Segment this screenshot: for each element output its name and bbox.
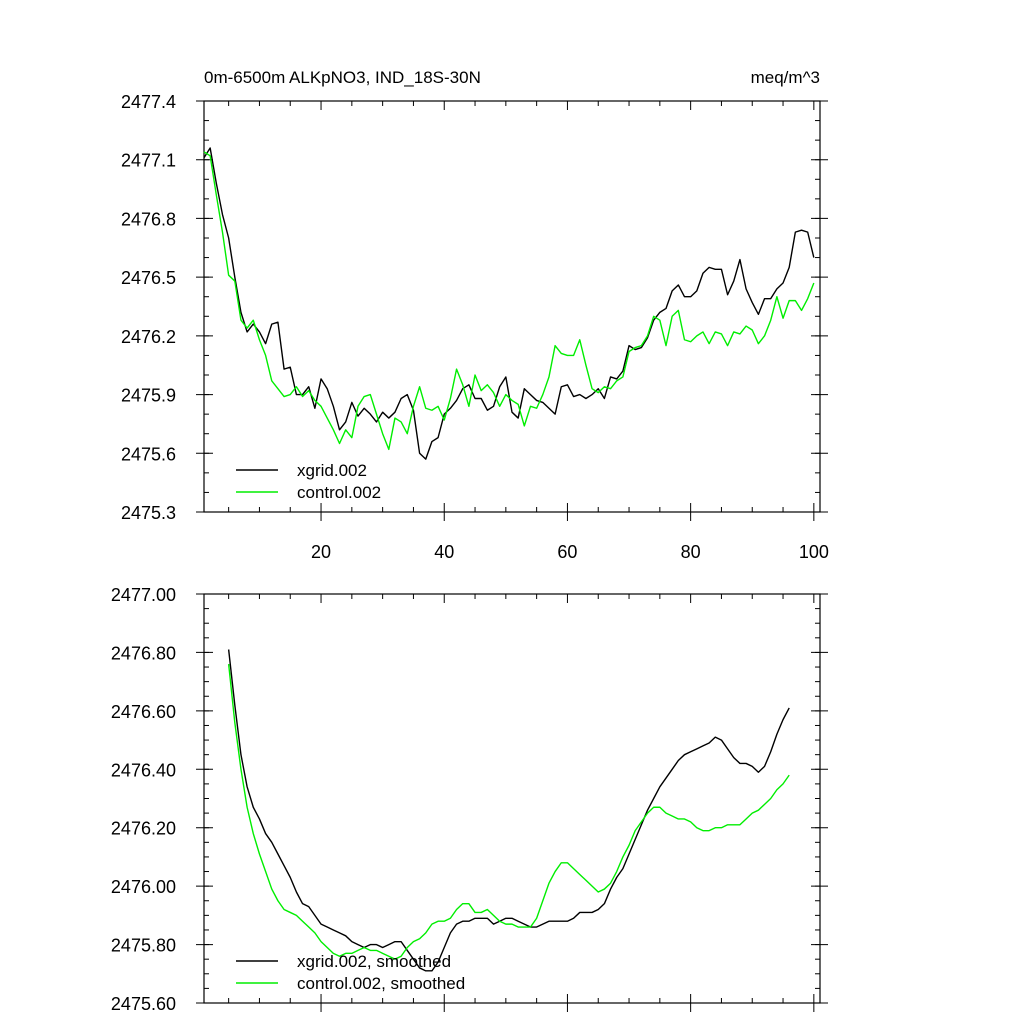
y-tick-label: 2475.9: [121, 386, 176, 406]
x-tick-label: 80: [681, 542, 701, 562]
plot-frame: [203, 593, 821, 1004]
x-tick-label: 20: [311, 542, 331, 562]
series-line-xgrid: [203, 147, 815, 460]
x-tick-label: 100: [799, 542, 829, 562]
legend-label: xgrid.002: [297, 461, 367, 480]
legend-label: control.002, smoothed: [297, 974, 465, 993]
legend-label: xgrid.002, smoothed: [297, 952, 451, 971]
y-tick-label: 2476.20: [111, 819, 176, 839]
series-line-control: [227, 664, 790, 960]
x-tick-label: 60: [557, 542, 577, 562]
y-tick-label: 2476.8: [121, 209, 176, 229]
y-tick-label: 2477.1: [121, 151, 176, 171]
y-tick-label: 2476.00: [111, 877, 176, 897]
y-tick-label: 2476.80: [111, 643, 176, 663]
top-plot-panel: 20 40 60 80 100 2475.3 2475.6 2475.9 2476.2 2476.…: [121, 92, 829, 562]
chart-title: 0m-6500m ALKpNO3, IND_18S-30N: [204, 68, 481, 87]
units-label: meq/m^3: [751, 68, 820, 87]
legend-label: control.002: [297, 483, 381, 502]
x-tick-label: 40: [434, 542, 454, 562]
series-line-xgrid: [227, 649, 790, 972]
series-line-control: [203, 151, 815, 451]
y-tick-label: 2475.3: [121, 503, 176, 523]
bottom-plot-panel: 2475.60 2475.80 2476.00 2476.20 2476.40 2476.…: [111, 585, 828, 1014]
y-tick-label: 2477.00: [111, 585, 176, 605]
y-tick-label: 2476.5: [121, 268, 176, 288]
y-tick-label: 2476.40: [111, 760, 176, 780]
y-tick-label: 2475.6: [121, 444, 176, 464]
y-tick-label: 2475.80: [111, 936, 176, 956]
plot-frame: [203, 100, 821, 513]
y-tick-label: 2476.2: [121, 327, 176, 347]
y-tick-label: 2476.60: [111, 702, 176, 722]
y-tick-label: 2475.60: [111, 994, 176, 1014]
y-tick-label: 2477.4: [121, 92, 176, 112]
